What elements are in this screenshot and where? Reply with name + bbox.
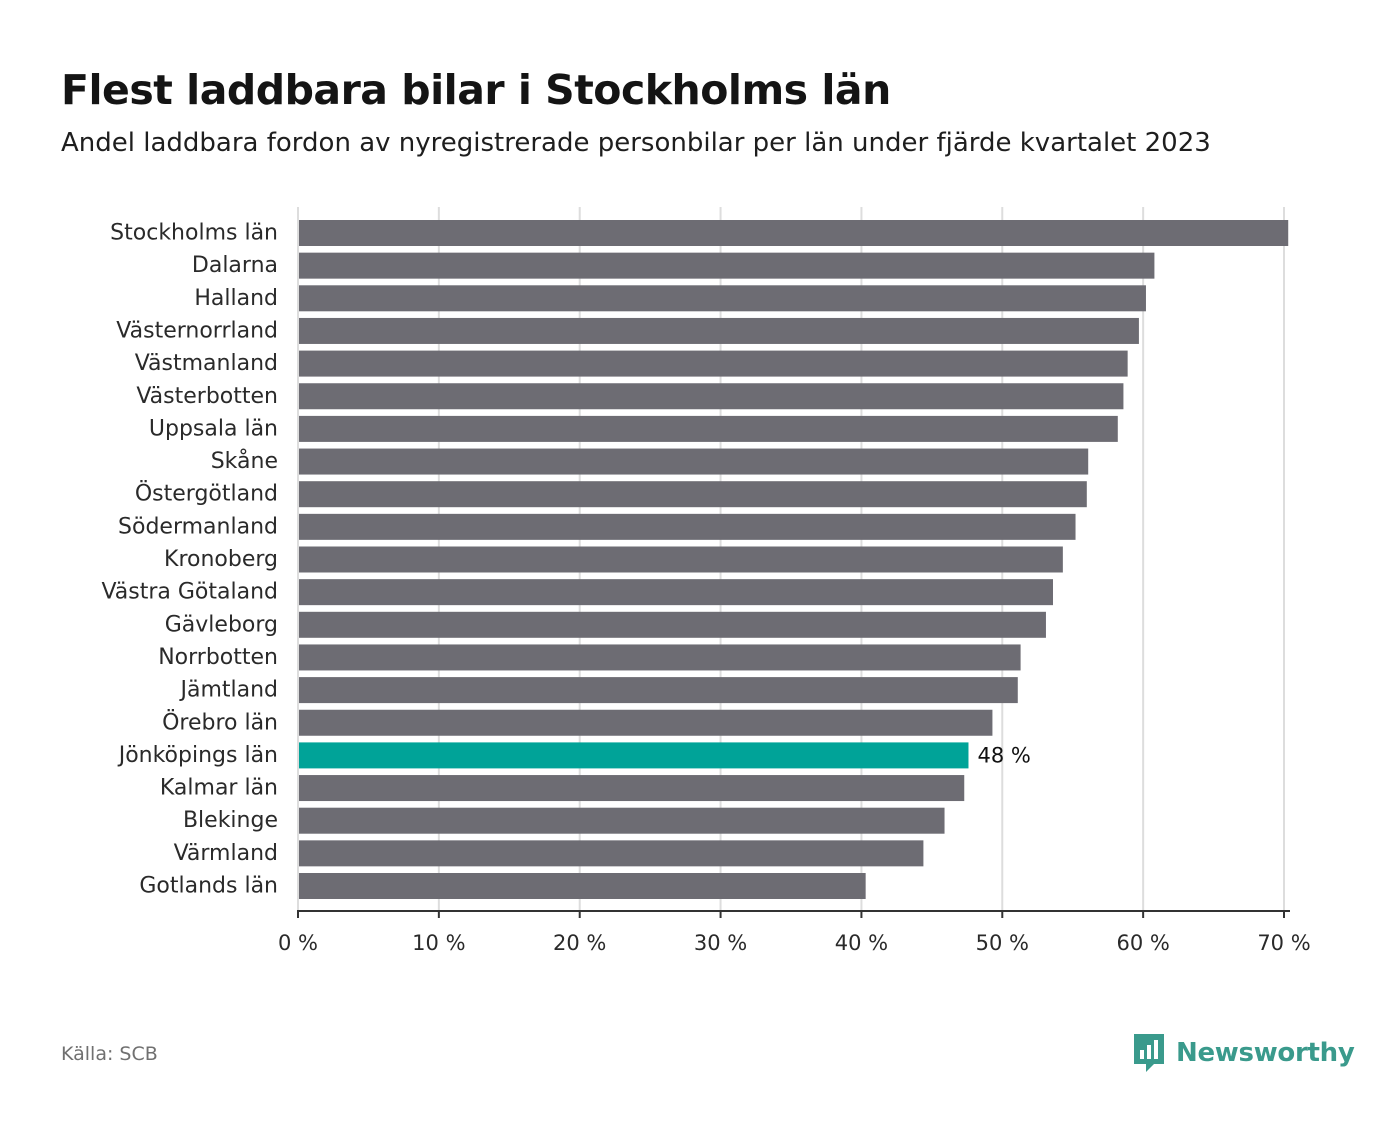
category-label: Östergötland [135,481,278,507]
bar [298,611,1046,638]
bar [298,579,1053,606]
category-label: Gotlands län [139,874,278,899]
bar [298,285,1146,312]
bar [298,775,965,802]
chart-subtitle: Andel laddbara fordon av nyregistrerade … [61,128,1211,158]
bar [298,350,1128,377]
category-label: Kalmar län [160,776,278,801]
chart-title: Flest laddbara bilar i Stockholms län [61,66,891,114]
bar [298,415,1118,442]
bar [298,742,969,769]
brand-name: Newsworthy [1176,1038,1355,1068]
bar [298,448,1089,475]
category-label: Västernorrland [116,318,278,343]
source-note: Källa: SCB [61,1043,158,1065]
category-label: Skåne [211,448,278,474]
bar [298,644,1021,671]
category-label: Dalarna [192,253,278,278]
bar [298,873,866,899]
category-label: Västra Götaland [101,580,278,605]
x-tick-label: 60 % [1116,931,1169,955]
bar [298,807,945,834]
x-tick-label: 70 % [1257,931,1310,955]
x-tick-label: 40 % [835,931,888,955]
bar [298,317,1139,344]
bar [298,481,1087,508]
category-label: Värmland [174,841,278,866]
x-tick-label: 20 % [553,931,606,955]
category-label: Södermanland [118,514,278,539]
category-label: Gävleborg [165,612,278,637]
x-tick-label: 10 % [412,931,465,955]
bar [298,840,924,867]
x-tick-label: 0 % [278,931,318,955]
category-label: Stockholms län [110,221,278,246]
category-label: Västmanland [135,351,278,376]
bar [298,252,1155,279]
category-label: Jämtland [178,678,278,703]
category-label: Västerbotten [136,384,278,409]
bar [298,677,1018,704]
category-label: Jönköpings län [117,743,278,768]
bar-chart: Stockholms län Dalarna Halland Västernorrla… [101,207,1311,955]
category-label: Halland [194,286,278,311]
category-label: Blekinge [183,808,278,833]
category-label: Uppsala län [149,416,278,441]
bar [298,546,1063,573]
bar [298,383,1124,410]
category-label: Kronoberg [164,547,278,572]
category-label: Norrbotten [158,645,278,670]
x-tick-label: 30 % [694,931,747,955]
bar-chart-logo-icon [1134,1034,1164,1072]
bar [298,513,1076,540]
data-label: 48 % [977,743,1030,767]
category-label: Örebro län [162,709,278,735]
newsworthy-logo[interactable]: Newsworthy [1132,1032,1355,1074]
x-tick-label: 50 % [976,931,1029,955]
bar [298,709,993,736]
bar [298,220,1289,246]
